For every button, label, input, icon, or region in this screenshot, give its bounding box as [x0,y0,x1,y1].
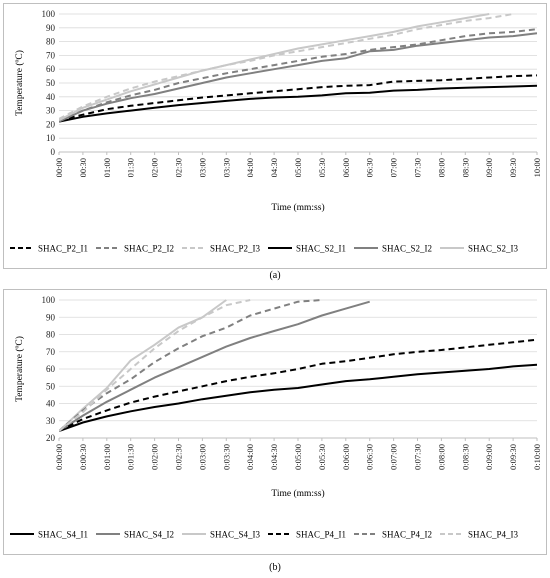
x-tick-label: 07:00 [389,158,399,177]
series-line-shac-s4-i2 [59,300,370,432]
y-tick-label: 30 [46,106,56,116]
x-tick-label: 0:02:00 [150,444,160,470]
y-tick-label: 70 [46,50,56,60]
chart-panel-a: 0 10 20 30 40 50 60 70 80 90 100 00:00 00:30 01:00 01:… [3,3,547,269]
x-tick-label: 06:30 [365,158,375,177]
y-tick-label: 40 [46,92,56,102]
y-tick-label: 60 [46,364,56,374]
y-tick-label: 90 [46,23,56,33]
x-tick-label: 03:00 [197,158,207,177]
x-tick-label: 0:03:30 [221,444,231,470]
x-tick-label: 0:01:00 [102,444,112,470]
series-line-shac-s4-i3 [59,299,227,432]
y-tick-label: 100 [42,295,56,305]
x-tick-label: 10:00 [532,158,542,177]
chart-caption-b: (b) [269,562,281,573]
y-axis-title: Temperature (ºC) [14,336,25,402]
legend-label: SHAC_S4_I3 [210,530,261,540]
x-tick-label: 04:00 [245,158,255,177]
x-tick-label: 09:30 [508,158,518,177]
x-tick-label: 08:30 [460,158,470,177]
x-axis-title: Time (mm:ss) [271,488,324,499]
y-tick-label: 10 [46,133,56,143]
legend-label: SHAC_P2_I2 [124,244,174,254]
series-line-shac-p4-i2 [59,299,322,432]
x-tick-label: 00:30 [78,158,88,177]
x-tick-label: 0:00:30 [78,444,88,470]
series-line-shac-s2-i1 [59,84,537,123]
y-tick-label: 30 [46,416,56,426]
y-tick-label: 100 [42,9,56,19]
chart-panel-b: 20 30 40 50 60 70 80 90 100 0:00:00 0:00:30 0:01:00… [3,289,547,555]
x-tick-label: 0:07:00 [389,444,399,470]
chart-a: 0 10 20 30 40 50 60 70 80 90 100 00:00 00:30 01:00 01:… [10,9,542,254]
x-tick-label: 0:07:30 [413,444,423,470]
chart-b: 20 30 40 50 60 70 80 90 100 0:00:00 0:00:30 0:01:00… [10,295,542,540]
series-line-shac-p2-i3 [59,13,514,120]
x-tick-label: 04:30 [269,158,279,177]
x-tick-label: 09:00 [484,158,494,177]
y-tick-label: 20 [46,119,56,129]
x-tick-label: 01:30 [126,158,136,177]
x-tick-label: 02:30 [174,158,184,177]
y-tick-label: 80 [46,330,56,340]
y-tick-label: 90 [46,312,56,322]
series-line-shac-s4-i1 [59,363,537,433]
series-line-shac-p2-i1 [59,74,537,122]
series-line-shac-s2-i2 [59,32,537,123]
y-tick-label: 40 [46,399,56,409]
x-tick-label: 0:10:00 [532,444,542,470]
x-tick-label: 0:02:30 [174,444,184,470]
x-tick-label: 06:00 [341,158,351,177]
y-tick-label: 0 [51,147,56,157]
series-line-shac-s2-i3 [59,13,490,122]
x-tick-label: 0:05:30 [317,444,327,470]
x-tick-label: 0:09:00 [484,444,494,470]
legend-label: SHAC_P4_I3 [468,530,519,540]
legend-label: SHAC_S4_I1 [38,530,88,540]
x-tick-label: 0:09:30 [508,444,518,470]
x-tick-label: 02:00 [150,158,160,177]
x-tick-label: 0:04:00 [245,444,255,470]
chart-caption-a: (a) [269,270,281,281]
y-axis-title: Temperature (ºC) [14,50,25,116]
legend-label: SHAC_S2_I2 [382,244,432,254]
x-tick-label: 00:00 [54,158,64,177]
legend-label: SHAC_P4_I2 [382,530,432,540]
x-tick-label: 01:00 [102,158,112,177]
series-line-shac-p4-i1 [59,338,537,432]
x-tick-label: 0:08:00 [436,444,446,470]
x-tick-label: 0:01:30 [126,444,136,470]
series-line-shac-p4-i3 [59,299,251,432]
y-tick-label: 70 [46,347,56,357]
y-tick-label: 50 [46,78,56,88]
legend-label: SHAC_P2_I1 [38,244,88,254]
x-tick-label: 07:30 [413,158,423,177]
x-axis-title: Time (mm:ss) [271,202,324,213]
y-tick-label: 80 [46,37,56,47]
x-tick-label: 0:06:00 [341,444,351,470]
y-tick-label: 60 [46,64,56,74]
y-tick-label: 20 [46,433,56,443]
legend-label: SHAC_P2_I3 [210,244,261,254]
legend-label: SHAC_S4_I2 [124,530,174,540]
x-tick-label: 0:03:00 [197,444,207,470]
series-line-shac-p2-i2 [59,28,537,122]
x-tick-label: 0:00:00 [54,444,64,470]
legend-label: SHAC_P4_I1 [296,530,346,540]
x-tick-label: 03:30 [221,158,231,177]
x-tick-label: 0:06:30 [365,444,375,470]
y-tick-label: 50 [46,381,56,391]
x-tick-label: 05:00 [293,158,303,177]
x-tick-label: 05:30 [317,158,327,177]
x-tick-label: 08:00 [436,158,446,177]
x-tick-label: 0:04:30 [269,444,279,470]
x-tick-label: 0:05:00 [293,444,303,470]
legend-label: SHAC_S2_I1 [296,244,346,254]
x-tick-label: 0:08:30 [460,444,470,470]
legend-label: SHAC_S2_I3 [468,244,519,254]
